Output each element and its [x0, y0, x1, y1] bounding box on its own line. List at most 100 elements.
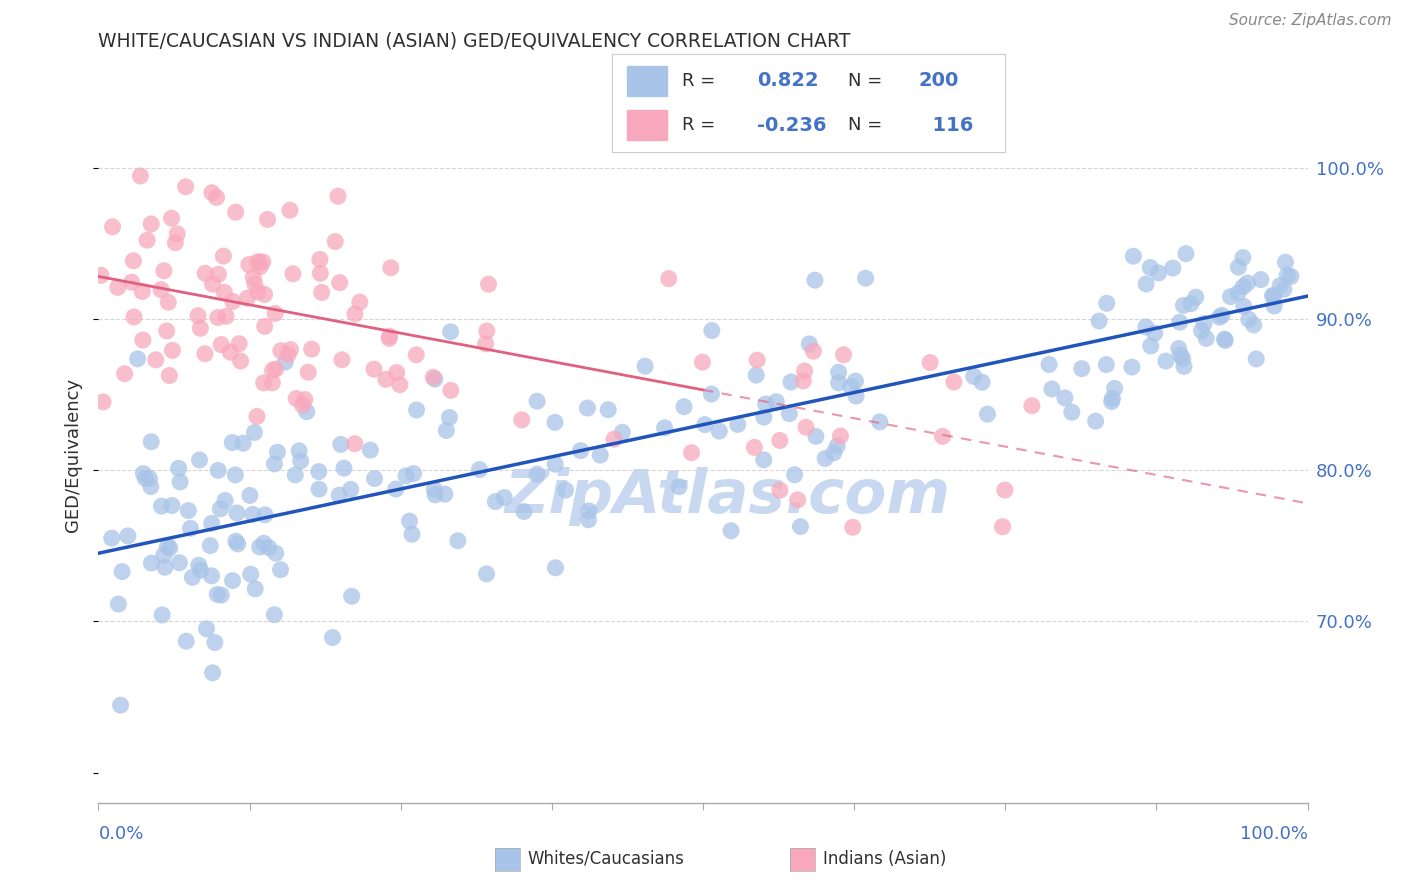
Point [380, 260, 402, 275]
Point [264, 362, 287, 376]
Point [1143, 326, 1166, 341]
Point [378, 329, 401, 343]
Point [131, 285, 153, 299]
Point [1101, 392, 1123, 406]
Point [1021, 399, 1043, 413]
Point [654, 421, 676, 435]
Point [330, 352, 353, 367]
Text: 0.0%: 0.0% [98, 825, 143, 843]
Point [700, 387, 723, 401]
Point [226, 537, 249, 551]
Point [91, 395, 114, 409]
Point [236, 291, 259, 305]
Text: Indians (Asian): Indians (Asian) [823, 850, 946, 868]
Point [242, 508, 264, 522]
Point [285, 392, 308, 406]
Point [747, 353, 769, 368]
Point [402, 467, 425, 481]
Point [780, 375, 803, 389]
Point [668, 480, 690, 494]
Point [786, 492, 808, 507]
Point [1088, 314, 1111, 328]
Point [395, 469, 418, 483]
Point [963, 369, 986, 384]
Point [162, 343, 184, 358]
Point [1213, 334, 1236, 348]
Point [297, 365, 319, 379]
Point [1171, 351, 1194, 366]
Point [1268, 278, 1291, 293]
Point [869, 415, 891, 429]
Point [122, 310, 145, 324]
Point [359, 443, 381, 458]
Point [127, 351, 149, 366]
Point [107, 280, 129, 294]
Point [422, 370, 444, 384]
Point [200, 569, 222, 583]
Point [256, 212, 278, 227]
Point [1232, 279, 1254, 293]
Point [783, 467, 806, 482]
Point [207, 310, 229, 325]
Point [1184, 290, 1206, 304]
Point [700, 324, 723, 338]
Point [544, 457, 567, 471]
Point [247, 256, 270, 270]
Point [90, 268, 112, 283]
Point [156, 540, 179, 554]
Point [433, 487, 456, 501]
Point [150, 607, 173, 622]
Point [709, 424, 731, 438]
Point [769, 483, 792, 498]
Point [439, 325, 461, 339]
Point [1250, 272, 1272, 286]
Point [157, 295, 180, 310]
Point [190, 563, 212, 577]
Point [132, 333, 155, 347]
Point [225, 205, 247, 219]
Point [401, 527, 423, 541]
Point [246, 254, 269, 268]
Point [243, 425, 266, 440]
Point [177, 503, 200, 517]
Point [1192, 317, 1215, 331]
Point [187, 309, 209, 323]
Point [340, 589, 363, 603]
Point [1219, 290, 1241, 304]
Point [1208, 310, 1230, 325]
Point [201, 516, 224, 531]
Point [153, 264, 176, 278]
Point [326, 189, 349, 203]
Point [363, 472, 385, 486]
Point [1095, 296, 1118, 310]
Point [132, 467, 155, 481]
Point [1237, 312, 1260, 326]
Point [188, 321, 211, 335]
Point [970, 376, 993, 390]
Point [673, 400, 696, 414]
Point [823, 446, 845, 460]
Point [827, 376, 849, 390]
Point [253, 319, 276, 334]
Point [121, 275, 143, 289]
Point [765, 394, 787, 409]
Point [111, 565, 134, 579]
Point [159, 541, 181, 555]
Point [263, 607, 285, 622]
Point [976, 407, 998, 421]
Point [249, 260, 271, 274]
Point [578, 513, 600, 527]
Point [1227, 285, 1250, 300]
Point [1195, 331, 1218, 345]
Point [284, 467, 307, 482]
Point [1084, 414, 1107, 428]
Point [165, 235, 187, 250]
Point [658, 271, 681, 285]
Point [246, 409, 269, 424]
Point [270, 343, 292, 358]
Point [221, 435, 243, 450]
Point [755, 397, 778, 411]
Point [274, 355, 297, 369]
Point [825, 439, 848, 453]
Point [423, 483, 446, 497]
